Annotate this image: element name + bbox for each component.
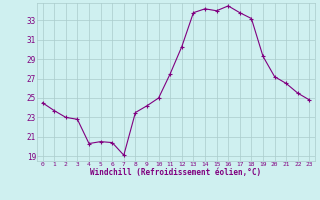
X-axis label: Windchill (Refroidissement éolien,°C): Windchill (Refroidissement éolien,°C)	[91, 168, 261, 177]
